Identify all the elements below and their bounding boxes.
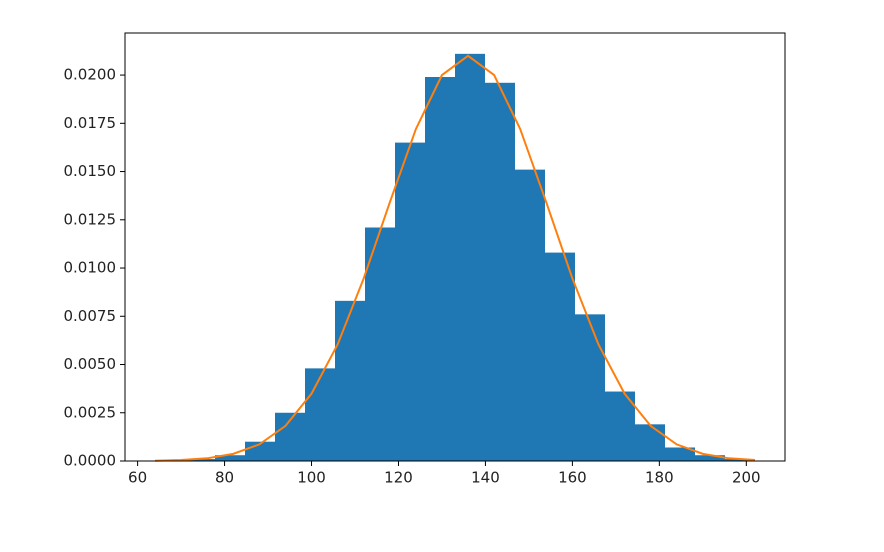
- x-tick-label: 120: [384, 469, 413, 487]
- bar: [515, 170, 545, 461]
- x-tick-label: 140: [471, 469, 500, 487]
- bar: [425, 77, 455, 461]
- bar: [335, 301, 365, 461]
- x-tick-label: 200: [732, 469, 761, 487]
- x-tick-label: 100: [297, 469, 326, 487]
- bar: [485, 83, 515, 461]
- y-tick-label: 0.0100: [64, 259, 117, 277]
- x-tick-label: 180: [645, 469, 674, 487]
- bar: [575, 314, 605, 461]
- x-tick-label: 160: [558, 469, 587, 487]
- x-tick-label: 80: [215, 469, 234, 487]
- bar: [455, 54, 485, 461]
- bar: [635, 424, 665, 461]
- y-tick-label: 0.0000: [64, 452, 117, 470]
- bar: [395, 143, 425, 461]
- bar: [305, 368, 335, 461]
- y-tick-label: 0.0200: [64, 66, 117, 84]
- y-tick-label: 0.0050: [64, 355, 117, 373]
- bar: [545, 253, 575, 461]
- y-tick-label: 0.0150: [64, 162, 117, 180]
- x-tick-label: 60: [128, 469, 147, 487]
- y-tick-label: 0.0025: [64, 403, 117, 421]
- y-tick-label: 0.0175: [64, 114, 117, 132]
- y-tick-label: 0.0075: [64, 307, 117, 325]
- y-tick-label: 0.0125: [64, 210, 117, 228]
